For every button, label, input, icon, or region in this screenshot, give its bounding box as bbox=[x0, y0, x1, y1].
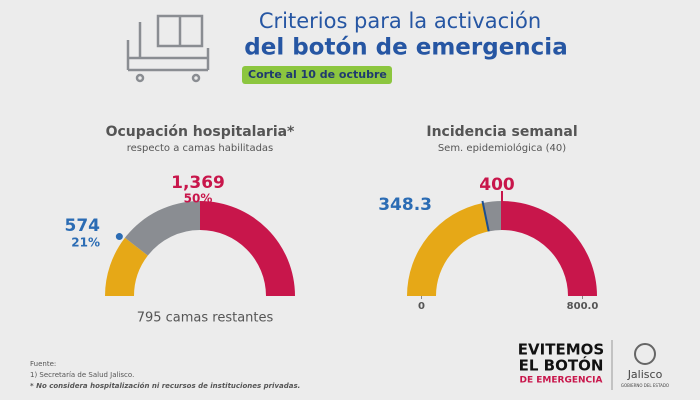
gauge-title: Incidencia semanal bbox=[426, 124, 577, 140]
gauge-segment bbox=[502, 201, 597, 296]
gauge-title: Ocupación hospitalaria* bbox=[106, 124, 295, 140]
badge-text: Corte al 10 de octubre bbox=[248, 68, 387, 81]
gauge-segment bbox=[105, 237, 148, 296]
share-label: 50% bbox=[184, 192, 213, 206]
gauge-segment bbox=[124, 201, 200, 256]
logo-line: EVITEMOS bbox=[518, 341, 604, 359]
share-label: 21% bbox=[71, 236, 100, 250]
title-line2: del botón de emergencia bbox=[244, 35, 567, 61]
logo-line: DE EMERGENCIA bbox=[520, 376, 603, 386]
logo-line: EL BOTÓN bbox=[519, 356, 604, 375]
gov-sub: GOBIERNO DEL ESTADO bbox=[621, 383, 669, 388]
gauge-note: 795 camas restantes bbox=[137, 311, 274, 326]
value-label: 1,369 bbox=[171, 173, 225, 193]
value-label: 574 bbox=[65, 216, 101, 236]
gov-name: Jalisco bbox=[627, 368, 663, 381]
value-label: 400 bbox=[479, 175, 515, 195]
marker-line bbox=[481, 200, 490, 232]
badge bbox=[242, 66, 392, 84]
footnote: * No considera hospitalización ni recurs… bbox=[30, 382, 300, 390]
value-label: 348.3 bbox=[378, 195, 432, 215]
marker-dot bbox=[115, 233, 123, 241]
gauge-segment bbox=[407, 202, 489, 296]
source-title: Fuente: bbox=[30, 360, 56, 368]
tick-label: 800.0 bbox=[567, 301, 599, 312]
tick-label: 0 bbox=[418, 301, 425, 312]
title-line1: Criterios para la activación bbox=[259, 9, 541, 33]
gov-emblem bbox=[634, 343, 656, 365]
bed-icon bbox=[126, 14, 210, 83]
source: 1) Secretaría de Salud Jalisco. bbox=[30, 371, 134, 379]
gauge-segment bbox=[200, 201, 295, 296]
gauge-subtitle: respecto a camas habilitadas bbox=[127, 143, 274, 154]
gauge-subtitle: Sem. epidemiológica (40) bbox=[438, 142, 566, 154]
